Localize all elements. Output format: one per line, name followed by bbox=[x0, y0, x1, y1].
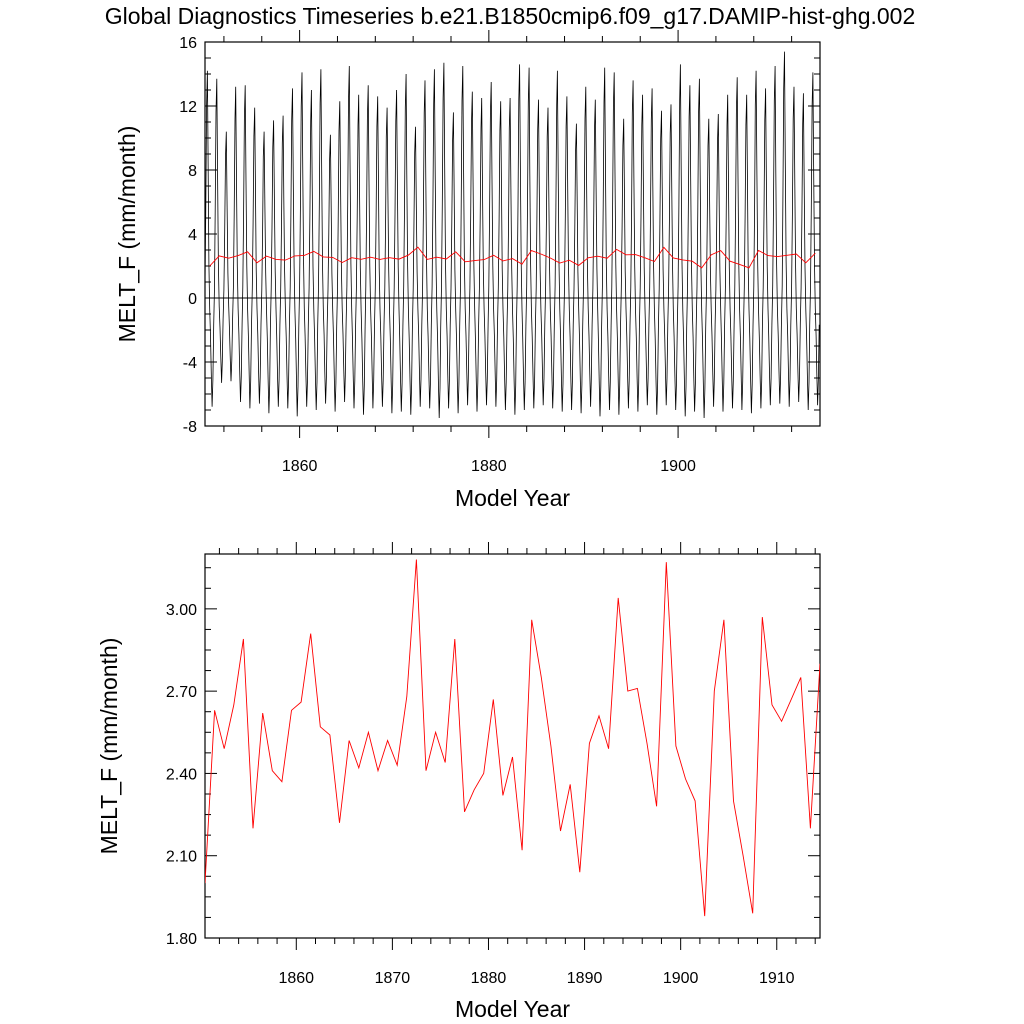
y-tick-label: -4 bbox=[183, 355, 197, 372]
x-tick-label: 1910 bbox=[759, 970, 795, 987]
y-tick-label: 1.80 bbox=[166, 931, 197, 948]
x-tick-label: 1900 bbox=[663, 970, 699, 987]
y-axis-label: MELT_F (mm/month) bbox=[96, 638, 122, 855]
y-tick-label: 0 bbox=[188, 291, 197, 308]
x-tick-label: 1900 bbox=[660, 458, 696, 475]
x-tick-label: 1890 bbox=[567, 970, 603, 987]
y-tick-label: 3.00 bbox=[166, 602, 197, 619]
annual-mean-series-line bbox=[205, 559, 820, 917]
data-area bbox=[205, 559, 820, 917]
y-tick-label: 2.40 bbox=[166, 766, 197, 783]
x-tick-label: 1860 bbox=[282, 458, 318, 475]
monthly-series-line bbox=[205, 51, 820, 419]
y-tick-label: 8 bbox=[188, 163, 197, 180]
y-tick-label: 2.70 bbox=[166, 684, 197, 701]
bottom-panel: 1.80 2.10 2.40 2.70 3.00 1860 1870 1880 1890 1900… bbox=[96, 542, 821, 1022]
data-area bbox=[205, 51, 820, 419]
top-panel: -8 -4 0 4 8 12 16 1860 1880 1900 Model Year MELT_F … bbox=[114, 30, 821, 511]
x-tick-label: 1870 bbox=[375, 970, 411, 987]
x-tick-label: 1860 bbox=[278, 970, 314, 987]
annual-mean-series-line bbox=[209, 246, 816, 269]
y-tick-label: 16 bbox=[179, 35, 197, 52]
y-axis-label: MELT_F (mm/month) bbox=[114, 126, 140, 343]
x-tick-label: 1880 bbox=[471, 458, 507, 475]
y-tick-label: 2.10 bbox=[166, 849, 197, 866]
x-axis-label: Model Year bbox=[455, 996, 570, 1022]
x-tick-label: 1880 bbox=[471, 970, 507, 987]
figure-title: Global Diagnostics Timeseries b.e21.B185… bbox=[105, 3, 916, 29]
y-tick-label: -8 bbox=[183, 419, 197, 436]
y-tick-label: 4 bbox=[188, 227, 197, 244]
y-tick-label: 12 bbox=[179, 99, 197, 116]
plot-frame bbox=[204, 553, 821, 939]
x-axis-label: Model Year bbox=[455, 485, 570, 511]
